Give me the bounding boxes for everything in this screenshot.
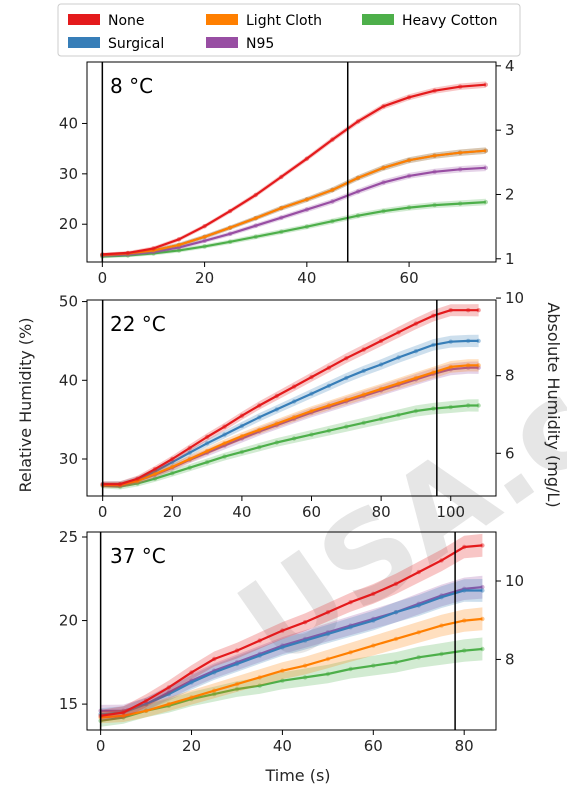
- y-tick-label: 15: [59, 695, 78, 713]
- y2-tick-label: 1: [505, 250, 515, 268]
- series-heavy-cotton: [98, 637, 485, 727]
- series-light-cloth: [100, 147, 488, 258]
- y-tick-label: 25: [59, 528, 78, 546]
- y-tick-label: 20: [59, 215, 78, 233]
- y-tick-label: 40: [59, 371, 78, 389]
- x-tick-label: 0: [96, 737, 106, 755]
- x-tick-label: 40: [232, 503, 251, 521]
- x-tick-label: 20: [163, 503, 182, 521]
- x-tick-label: 60: [364, 737, 383, 755]
- x-axis-title: Time (s): [264, 766, 330, 785]
- legend-swatch-heavy-cotton: [362, 14, 394, 25]
- band-light-cloth: [102, 147, 486, 257]
- band-n95: [102, 164, 486, 258]
- y-tick-label: 50: [59, 293, 78, 311]
- legend-swatch-surgical: [68, 37, 100, 48]
- line-heavy-cotton: [102, 404, 479, 488]
- y-tick-label: 20: [59, 612, 78, 630]
- x-tick-label: 60: [302, 503, 321, 521]
- y-tick-label: 40: [59, 114, 78, 132]
- y2-tick-label: 8: [505, 650, 515, 668]
- panel-37c: 0 20 40 60 80 15 20 25 8 10 37 °C: [59, 528, 524, 755]
- y2-tick-label: 6: [505, 444, 515, 462]
- plot-frame: [86, 61, 497, 263]
- y2-tick-label: 8: [505, 367, 515, 385]
- x-tick-label: 40: [297, 269, 316, 287]
- plot-frame: [86, 299, 497, 497]
- y2-tick-label: 10: [505, 289, 524, 307]
- line-surgical: [100, 589, 483, 716]
- series-n95: [100, 164, 488, 258]
- line-none: [100, 544, 483, 717]
- panel-22c: 0 20 40 60 80 100 30 40 50 6 8 10 22 °C: [59, 289, 524, 521]
- line-n95: [100, 586, 483, 712]
- x-tick-label: 20: [195, 269, 214, 287]
- x-tick-label: 0: [98, 269, 108, 287]
- y-tick-label: 30: [59, 450, 78, 468]
- band-n95: [100, 575, 483, 717]
- panel-title: 8 °C: [110, 74, 153, 98]
- legend-swatch-none: [68, 14, 100, 25]
- x-tick-label: 80: [455, 737, 474, 755]
- legend-swatch-n95: [206, 37, 238, 48]
- legend-label-heavy-cotton: Heavy Cotton: [402, 13, 498, 29]
- y-tick-label: 30: [59, 165, 78, 183]
- line-light-cloth: [100, 617, 483, 719]
- panel-title: 37 °C: [110, 544, 166, 568]
- band-heavy-cotton: [100, 637, 483, 727]
- legend-label-surgical: Surgical: [108, 36, 164, 52]
- line-none: [102, 309, 479, 486]
- legend-label-none: None: [108, 13, 145, 29]
- y2-tick-label: 4: [505, 57, 515, 75]
- x-tick-label: 20: [182, 737, 201, 755]
- legend: None Surgical Light Cloth N95 Heavy Cotton: [57, 3, 521, 57]
- series-surgical: [100, 334, 481, 488]
- legend-label-light-cloth: Light Cloth: [246, 13, 322, 29]
- series-heavy-cotton: [100, 198, 488, 259]
- x-tick-label: 80: [372, 503, 391, 521]
- x-tick-label: 100: [436, 503, 465, 521]
- band-heavy-cotton: [102, 399, 479, 490]
- series-none: [98, 533, 485, 722]
- series-light-cloth: [98, 607, 485, 724]
- y-left-axis-title: Relative Humidity (%): [16, 318, 35, 493]
- line-heavy-cotton: [100, 647, 483, 722]
- y2-tick-label: 2: [505, 185, 515, 203]
- band-light-cloth: [100, 607, 483, 724]
- line-heavy-cotton: [102, 201, 486, 258]
- series-none: [100, 81, 488, 257]
- x-tick-label: 0: [98, 503, 108, 521]
- panel-8c: 0 20 40 60 20 30 40 1 2 3 4 8 °C: [59, 57, 515, 287]
- x-tick-label: 60: [400, 269, 419, 287]
- series-heavy-cotton: [100, 399, 481, 490]
- legend-label-n95: N95: [246, 36, 274, 52]
- band-none: [102, 304, 479, 488]
- line-n95: [102, 166, 486, 257]
- series-none: [100, 304, 481, 488]
- band-surgical: [102, 147, 486, 257]
- legend-box: [57, 3, 521, 57]
- line-none: [102, 83, 486, 256]
- band-surgical: [100, 579, 483, 720]
- plot-frame: [86, 531, 497, 731]
- line-light-cloth: [102, 149, 486, 256]
- y2-tick-label: 10: [505, 572, 524, 590]
- y2-tick-label: 3: [505, 121, 515, 139]
- panel-title: 22 °C: [110, 312, 166, 336]
- line-light-cloth: [102, 364, 479, 487]
- y-right-axis-title: Absolute Humidity (mg/L): [544, 302, 563, 507]
- legend-swatch-light-cloth: [206, 14, 238, 25]
- x-tick-label: 40: [273, 737, 292, 755]
- line-surgical: [102, 339, 479, 486]
